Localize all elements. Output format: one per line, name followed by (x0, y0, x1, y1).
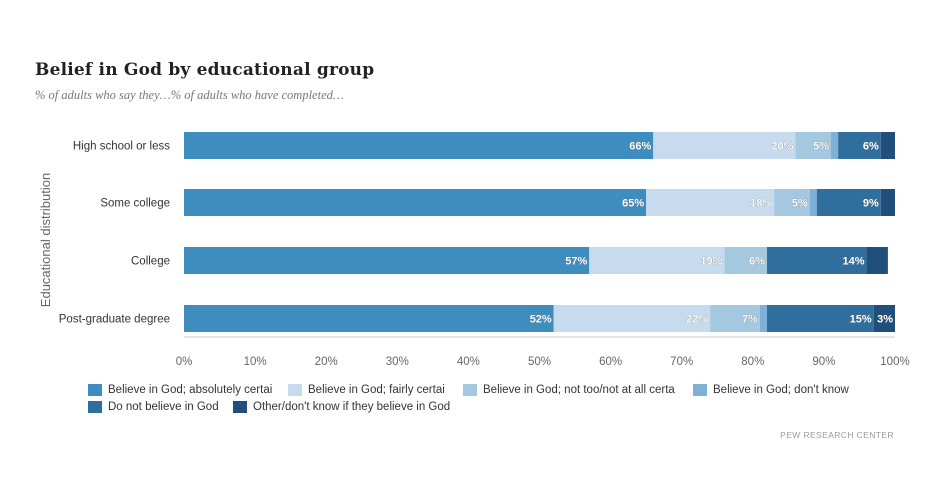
legend-label: Believe in God; don't know (713, 384, 849, 396)
category-label: College (131, 256, 170, 268)
bar-segment (589, 247, 725, 274)
legend-swatch (88, 384, 102, 396)
data-label: 18% (750, 198, 772, 210)
bar-segment (880, 189, 895, 216)
x-tick-label: 40% (457, 356, 480, 368)
bar-segment (553, 305, 711, 332)
legend-item: Believe in God; not too/not at all certa (463, 384, 693, 396)
data-label: 5% (813, 141, 829, 153)
bar-segment (795, 132, 832, 159)
legend-label: Believe in God; not too/not at all certa (483, 384, 675, 396)
data-label: 3% (877, 314, 893, 326)
legend-swatch (233, 401, 247, 413)
x-tick-label: 100% (880, 356, 909, 368)
legend-swatch (693, 384, 707, 396)
data-label: 19% (700, 256, 722, 268)
data-label: 7% (742, 314, 758, 326)
bar-segment (880, 132, 895, 159)
x-tick-label: 30% (386, 356, 409, 368)
x-tick-label: 10% (244, 356, 267, 368)
x-axis: 0% 10% 20% 30% 40% 50% 60% 70% 80% 90% 100% (176, 336, 910, 368)
data-label: 66% (629, 141, 651, 153)
source-credit: PEW RESEARCH CENTER (780, 430, 894, 440)
category-label: Post-graduate degree (59, 314, 170, 326)
bar-segment (710, 305, 760, 332)
chart-subtitle: % of adults who say they…% of adults who… (35, 88, 344, 102)
x-tick-label: 80% (741, 356, 764, 368)
bars-layer: 66% 20% 5% 6% 65% 18% 5% 9% 57% 19% 6% 14% 52% 22% 7% 1… (184, 132, 895, 332)
bar-segment (774, 189, 810, 216)
legend-label: Other/don't know if they believe in God (253, 401, 451, 413)
data-label: 14% (843, 256, 865, 268)
data-label: 15% (850, 314, 872, 326)
x-tick-label: 90% (812, 356, 835, 368)
bar-segment (184, 132, 654, 159)
bar-segment (759, 305, 768, 332)
bar-segment (831, 132, 839, 159)
data-label: 65% (622, 198, 644, 210)
x-tick-label: 50% (528, 356, 551, 368)
legend-item: Believe in God; absolutely certai (88, 384, 288, 396)
data-label: 57% (565, 256, 587, 268)
bar-segment (184, 247, 590, 274)
bar-segment (646, 189, 775, 216)
bar-segment (767, 247, 867, 274)
data-label: 6% (749, 256, 765, 268)
x-tick-label: 70% (670, 356, 693, 368)
data-label: 9% (863, 198, 879, 210)
data-label: 5% (792, 198, 808, 210)
legend-item: Do not believe in God (88, 401, 233, 413)
legend-swatch (88, 401, 102, 413)
bar-segment (816, 189, 881, 216)
bar-segment (873, 305, 895, 332)
bar-segment (184, 305, 554, 332)
chart-title: Belief in God by educational group (35, 60, 375, 80)
x-tick-label: 0% (176, 356, 193, 368)
y-axis-label: Educational distribution (38, 173, 53, 307)
bar-segment (767, 305, 874, 332)
legend-label: Believe in God; fairly certai (308, 384, 445, 396)
legend-swatch (463, 384, 477, 396)
legend-label: Believe in God; absolutely certai (108, 384, 273, 396)
bar-segment (653, 132, 796, 159)
legend-item: Believe in God; don't know (693, 384, 888, 396)
bar-segment (809, 189, 817, 216)
data-label: 20% (771, 141, 793, 153)
bar-segment (724, 247, 768, 274)
data-label: 22% (686, 314, 708, 326)
bar-segment (838, 132, 881, 159)
legend-swatch (288, 384, 302, 396)
category-label: Some college (100, 198, 170, 210)
legend-label: Do not believe in God (108, 401, 219, 413)
x-tick-label: 20% (315, 356, 338, 368)
x-tick-label: 60% (599, 356, 622, 368)
category-label: High school or less (73, 141, 170, 153)
bar-segment (866, 247, 888, 274)
data-label: 52% (530, 314, 552, 326)
legend-item: Believe in God; fairly certai (288, 384, 463, 396)
bar-segment (184, 189, 647, 216)
legend-item: Other/don't know if they believe in God (233, 401, 533, 413)
category-labels: High school or less Some college College Po… (59, 141, 170, 326)
data-label: 6% (863, 141, 879, 153)
